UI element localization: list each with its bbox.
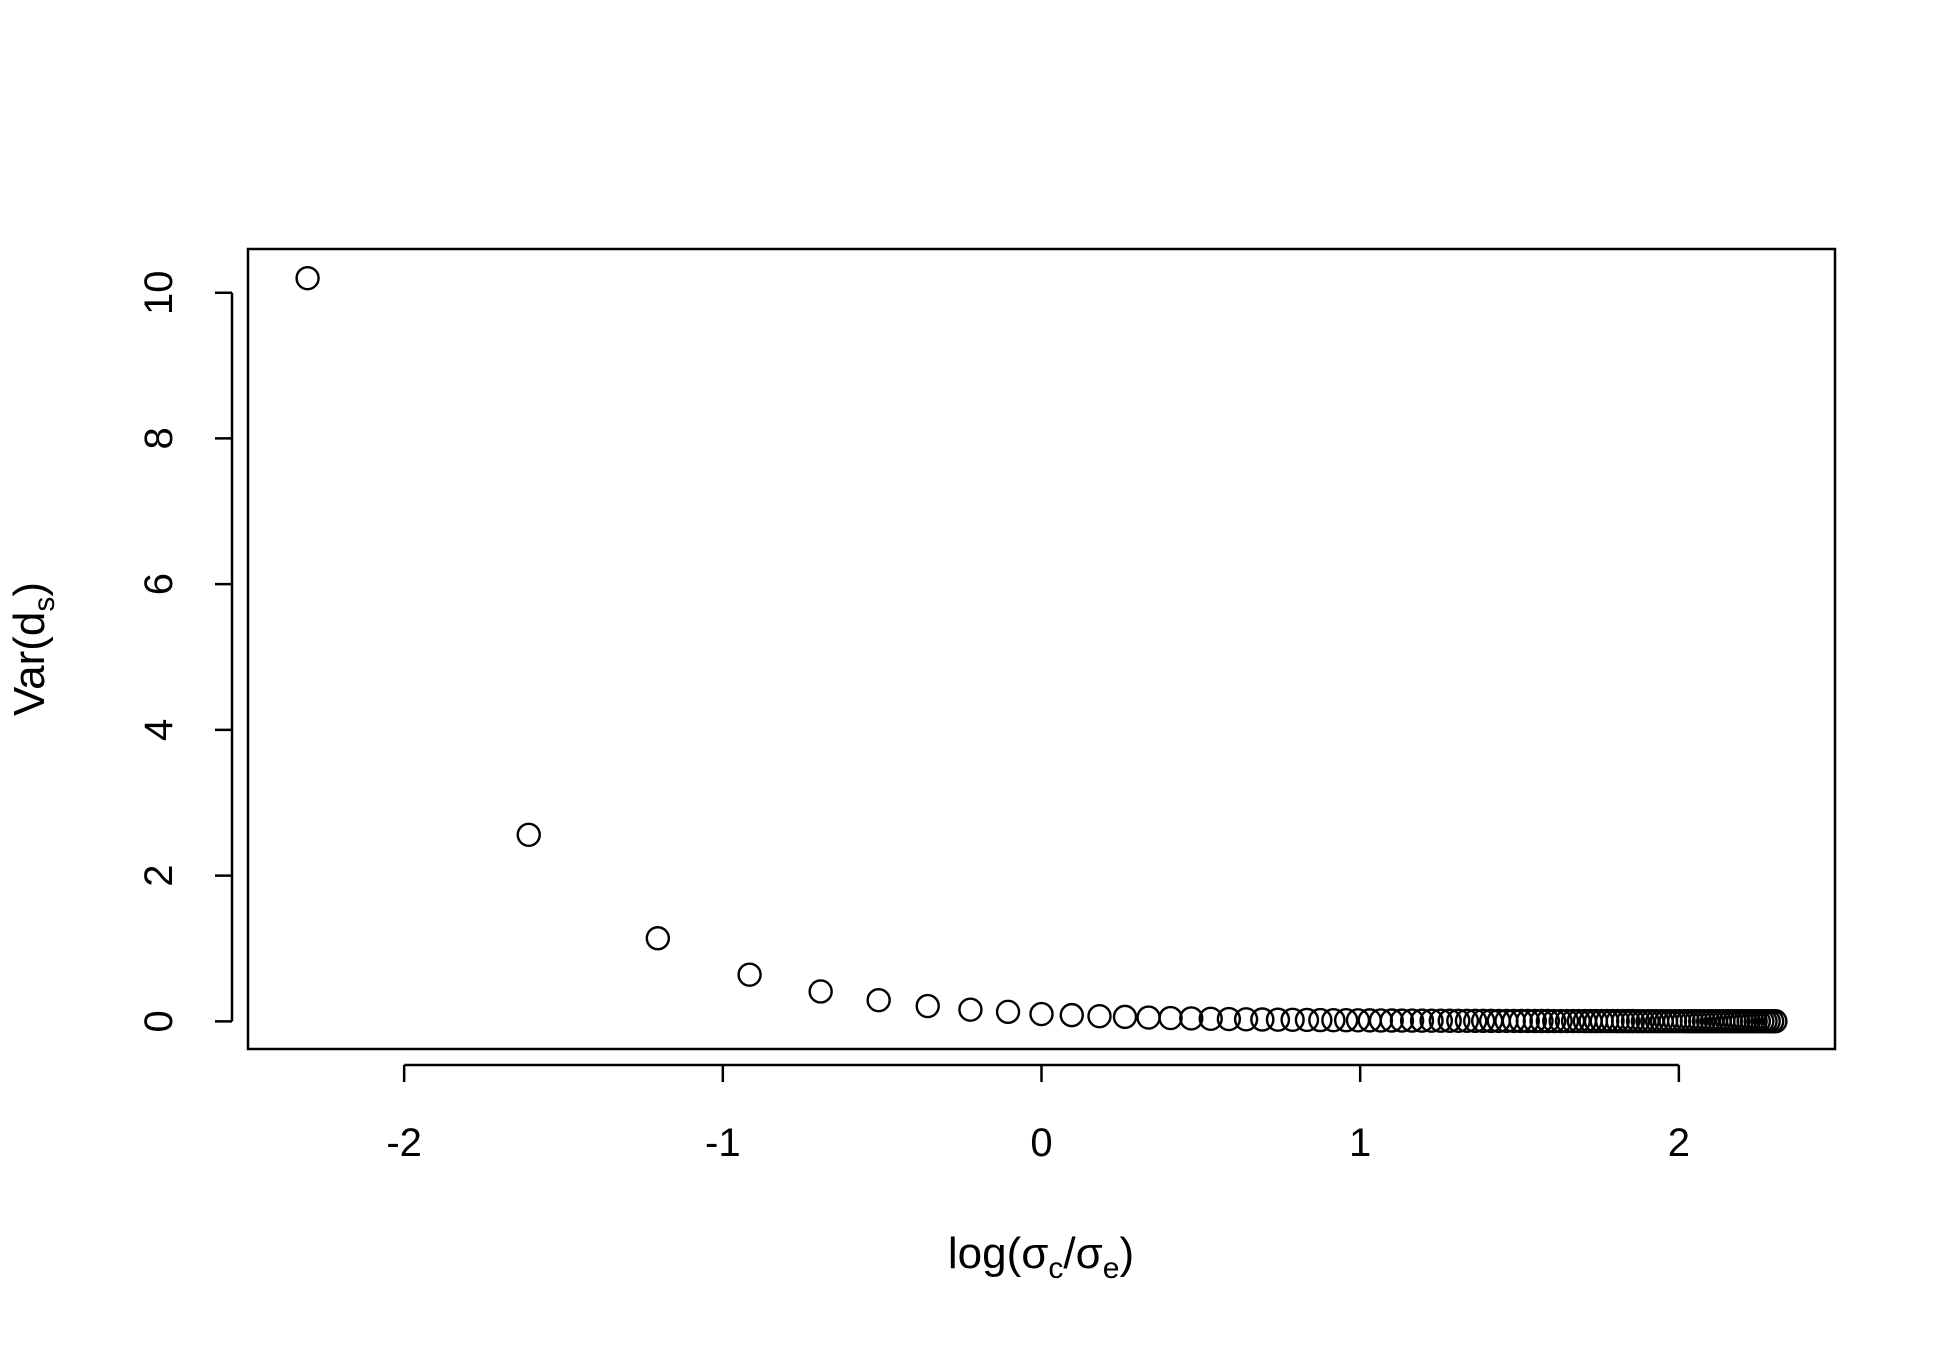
data-point bbox=[516, 822, 541, 847]
data-point bbox=[1250, 1007, 1275, 1032]
data-point bbox=[808, 979, 833, 1004]
y-tick-label: 8 bbox=[137, 427, 181, 449]
data-point bbox=[1470, 1008, 1496, 1034]
plot-frame bbox=[246, 247, 1837, 1051]
data-point bbox=[1179, 1006, 1204, 1031]
data-point bbox=[1233, 1007, 1259, 1032]
data-point bbox=[1158, 1005, 1183, 1031]
data-point bbox=[915, 993, 940, 1019]
data-point bbox=[1463, 1008, 1488, 1034]
data-point bbox=[1059, 1002, 1084, 1028]
x-tick-label: 0 bbox=[1030, 1121, 1052, 1165]
data-point bbox=[1136, 1005, 1161, 1030]
data-point bbox=[1280, 1007, 1305, 1032]
data-point bbox=[1515, 1008, 1540, 1034]
data-point bbox=[1029, 1001, 1054, 1027]
data-point bbox=[1333, 1008, 1359, 1033]
data-point bbox=[1763, 1009, 1788, 1034]
x-tick-label: 2 bbox=[1668, 1121, 1690, 1165]
data-point bbox=[1216, 1006, 1242, 1032]
data-point bbox=[645, 926, 671, 951]
data-point bbox=[958, 997, 983, 1022]
y-tick-label: 10 bbox=[137, 270, 181, 315]
data-point bbox=[866, 987, 891, 1013]
data-point bbox=[1437, 1008, 1462, 1033]
y-tick-label: 2 bbox=[137, 864, 181, 886]
x-tick-label: -2 bbox=[386, 1121, 422, 1165]
x-tick-label: 1 bbox=[1349, 1121, 1371, 1165]
data-point bbox=[1409, 1008, 1435, 1033]
data-point bbox=[1265, 1007, 1291, 1032]
data-point bbox=[1389, 1008, 1415, 1033]
x-axis-label: log(σc/σe) bbox=[948, 1229, 1134, 1285]
data-point bbox=[1087, 1003, 1112, 1029]
data-point bbox=[1294, 1007, 1320, 1033]
data-point bbox=[1419, 1008, 1444, 1033]
data-point bbox=[1428, 1008, 1453, 1033]
y-tick-label: 4 bbox=[137, 719, 181, 741]
x-tick-label: -1 bbox=[705, 1121, 741, 1165]
data-point bbox=[1321, 1007, 1346, 1033]
data-point bbox=[1535, 1008, 1561, 1034]
data-point bbox=[1542, 1008, 1567, 1034]
data-point bbox=[1522, 1008, 1548, 1034]
data-point bbox=[295, 265, 320, 291]
data-point bbox=[1379, 1008, 1404, 1033]
data-point bbox=[1454, 1008, 1480, 1034]
x-axis: -2 -1 0 1 2 bbox=[386, 1063, 1690, 1165]
data-point bbox=[1112, 1004, 1138, 1030]
y-tick-label: 0 bbox=[137, 1010, 181, 1032]
y-axis: 0 2 4 6 8 10 bbox=[137, 270, 234, 1032]
data-point bbox=[1605, 1008, 1630, 1034]
data-point bbox=[1198, 1006, 1223, 1031]
data-point bbox=[1446, 1008, 1471, 1033]
data-points bbox=[295, 265, 1788, 1034]
data-point bbox=[1399, 1008, 1425, 1033]
data-point bbox=[1548, 1008, 1573, 1034]
y-tick-label: 6 bbox=[137, 573, 181, 595]
y-axis-label: Var(ds) bbox=[5, 582, 61, 716]
data-point bbox=[1554, 1008, 1580, 1034]
data-point bbox=[1529, 1008, 1554, 1034]
data-point bbox=[1308, 1007, 1333, 1033]
data-point bbox=[995, 999, 1021, 1025]
data-point bbox=[737, 962, 762, 987]
data-point bbox=[1508, 1008, 1533, 1034]
